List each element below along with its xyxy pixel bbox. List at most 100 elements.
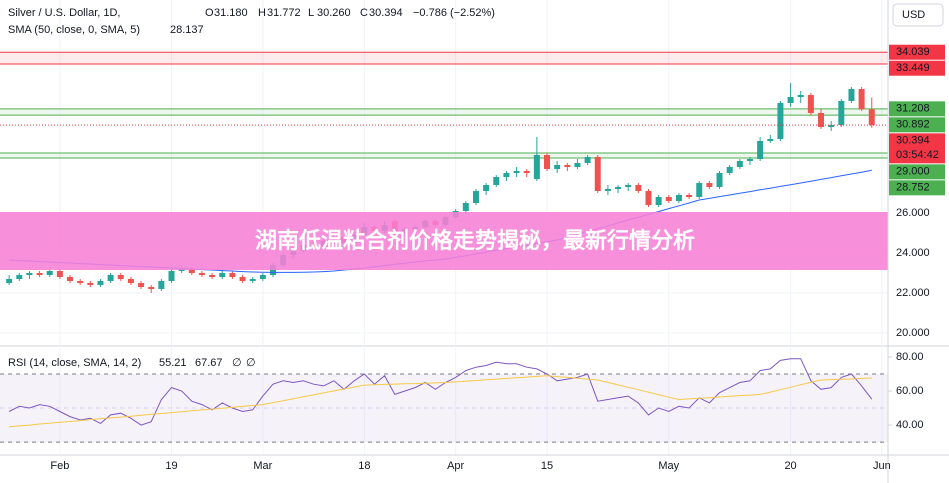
y-tick-label: 24.000 xyxy=(896,247,930,259)
candle-body xyxy=(807,95,814,113)
zone-fill xyxy=(0,153,888,158)
sma-legend: SMA (50, close, 0, SMA, 5) xyxy=(8,24,140,36)
price-label-bg xyxy=(889,101,945,117)
ohlc-value: 30.260 xyxy=(317,7,351,19)
banner-text: 湖南低温粘合剂价格走势揭秘，最新行情分析 xyxy=(255,228,695,253)
rsi-tick-label: 60.00 xyxy=(896,385,924,397)
candle-body xyxy=(148,287,155,289)
sma-legend-value: 28.137 xyxy=(170,24,204,36)
candle-body xyxy=(46,271,53,275)
candle-body xyxy=(36,273,43,275)
x-tick-label: Mar xyxy=(253,460,272,472)
candle-body xyxy=(259,275,266,279)
candle-body xyxy=(198,273,205,275)
ohlc-key: H xyxy=(258,7,266,19)
candle-body xyxy=(503,173,510,177)
candle-body xyxy=(97,281,104,285)
currency-label[interactable]: USD xyxy=(902,9,925,21)
candle-body xyxy=(158,281,165,289)
candle-body xyxy=(645,191,652,205)
x-tick-label: 15 xyxy=(541,460,553,472)
candle-body xyxy=(716,173,723,187)
candle-body xyxy=(168,271,175,281)
candle-body xyxy=(127,279,134,283)
candle-body xyxy=(564,165,571,167)
candle-body xyxy=(574,163,581,167)
price-label-bg xyxy=(889,44,945,60)
candle-body xyxy=(818,113,825,127)
price-label: 28.752 xyxy=(896,182,930,194)
rsi-line xyxy=(8,358,873,426)
candle-body xyxy=(767,139,774,141)
x-tick-label: May xyxy=(658,460,679,472)
candle-body xyxy=(188,269,195,273)
candle-body xyxy=(249,279,256,281)
candle-body xyxy=(838,101,845,125)
candle-body xyxy=(554,165,561,169)
zone-fill xyxy=(0,52,888,65)
candle-body xyxy=(219,273,226,277)
price-label: 30.892 xyxy=(896,119,930,131)
ohlc-key: C xyxy=(360,7,368,19)
candle-body xyxy=(26,273,33,275)
rsi-tick-label: 80.00 xyxy=(896,351,924,363)
price-label-bg xyxy=(889,180,945,196)
candle-body xyxy=(107,275,114,281)
countdown-label: 03:54:42 xyxy=(896,149,939,161)
candle-body xyxy=(736,161,743,167)
currency-button[interactable] xyxy=(892,3,944,27)
candle-body xyxy=(604,189,611,191)
candle-body xyxy=(625,185,632,187)
candle-body xyxy=(746,159,753,161)
candle-body xyxy=(706,183,713,187)
y-tick-label: 26.000 xyxy=(896,207,930,219)
price-label: 30.394 xyxy=(896,135,930,147)
rsi-tick-label: 40.00 xyxy=(896,419,924,431)
candle-body xyxy=(16,275,23,279)
rsi-legend: RSI (14, close, SMA, 14, 2) xyxy=(8,357,141,369)
price-label-bg xyxy=(889,164,945,180)
legend-layer: Silver / U.S. Dollar, 1D, O 31.180 H 31.772 L… xyxy=(8,7,495,369)
candle-body xyxy=(472,191,479,203)
candle-body xyxy=(787,97,794,103)
candle-body xyxy=(635,185,642,191)
candle-body xyxy=(868,109,875,126)
change-value: −0.786 (−2.52%) xyxy=(413,7,495,19)
banner: 湖南低温粘合剂价格走势揭秘，最新行情分析 xyxy=(0,212,949,270)
rsi-legend-value: 55.21 xyxy=(159,357,187,369)
candle-body xyxy=(138,283,145,287)
rsi-line xyxy=(9,375,872,428)
rsi-empty-marker: ∅ xyxy=(232,357,242,369)
banner-band xyxy=(0,212,949,270)
candle-body xyxy=(67,277,74,281)
background-layer xyxy=(0,0,888,455)
price-label-bg xyxy=(889,60,945,76)
zone-fill xyxy=(0,108,888,116)
x-tick-label: 18 xyxy=(358,460,370,472)
ohlc-value: 30.394 xyxy=(369,7,403,19)
candle-body xyxy=(665,197,672,201)
ohlc-value: 31.772 xyxy=(267,7,301,19)
candle-body xyxy=(828,125,835,127)
x-tick-label: Feb xyxy=(50,460,69,472)
candle-body xyxy=(777,103,784,139)
price-label-bg xyxy=(889,133,945,164)
candle-body xyxy=(56,271,63,277)
ohlc-key: L xyxy=(308,7,314,19)
candle-body xyxy=(726,167,733,173)
ohlc-value: 31.180 xyxy=(214,7,248,19)
x-tick-label: Jun xyxy=(873,460,891,472)
price-label: 33.449 xyxy=(896,62,930,74)
candle-body xyxy=(584,157,591,163)
x-tick-label: Apr xyxy=(447,460,464,472)
rsi-ma-legend-value: 67.67 xyxy=(195,357,223,369)
candle-body xyxy=(462,203,469,211)
candle-body xyxy=(544,155,551,169)
ohlc-key: O xyxy=(205,7,214,19)
candle-body xyxy=(675,195,682,201)
y-tick-label: 20.000 xyxy=(896,327,930,339)
candle-body xyxy=(229,273,236,277)
x-tick-label: 19 xyxy=(165,460,177,472)
